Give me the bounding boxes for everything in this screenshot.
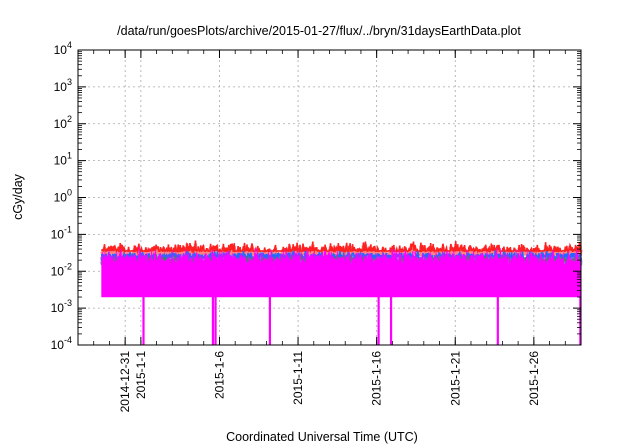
x-axis: 2014-12-31 2015-1-1 2015-1-6 2015-1-11 2015-… xyxy=(77,50,582,413)
x-tick-label: 2015-1-26 xyxy=(527,351,541,406)
y-tick-label: 103 xyxy=(54,77,72,94)
series-band xyxy=(101,246,582,298)
x-tick-label: 2015-1-21 xyxy=(448,351,462,406)
series-layer xyxy=(100,240,583,345)
y-tick-label: 10-3 xyxy=(51,298,72,315)
y-tick-label: 10-4 xyxy=(51,335,72,352)
y-tick-label: 10-1 xyxy=(51,224,72,241)
x-tick-label: 2015-1-16 xyxy=(370,351,384,406)
series-band xyxy=(100,242,583,261)
grid xyxy=(78,50,581,345)
y-axis-label: cGy/day xyxy=(11,173,25,220)
y-tick-label: 102 xyxy=(54,114,72,131)
x-axis-label: Coordinated Universal Time (UTC) xyxy=(226,430,418,444)
y-tick-label: 100 xyxy=(54,188,72,205)
x-tick-label: 2015-1-11 xyxy=(291,351,305,405)
x-tick-label: 2015-1-6 xyxy=(212,351,226,399)
chart-title: /data/run/goesPlots/archive/2015-01-27/f… xyxy=(117,24,521,38)
y-tick-label: 101 xyxy=(54,151,72,168)
y-tick-label: 104 xyxy=(54,40,72,57)
y-axis: 10-4 10-3 10-2 10-1 100 101 102 103 104 xyxy=(51,40,581,352)
x-tick-label: 2014-12-31 xyxy=(118,351,132,413)
x-tick-label: 2015-1-1 xyxy=(134,351,148,399)
y-tick-label: 10-2 xyxy=(51,261,72,278)
